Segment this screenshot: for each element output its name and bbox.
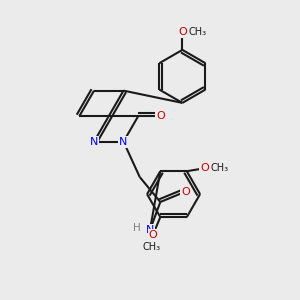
Text: H: H: [133, 224, 141, 233]
Text: CH₃: CH₃: [189, 27, 207, 37]
Text: O: O: [156, 111, 165, 121]
Text: N: N: [146, 225, 154, 235]
Text: O: O: [178, 27, 187, 37]
Text: CH₃: CH₃: [142, 242, 160, 252]
Text: N: N: [119, 136, 128, 147]
Text: N: N: [90, 136, 98, 147]
Text: O: O: [200, 163, 209, 173]
Text: O: O: [148, 230, 157, 240]
Text: CH₃: CH₃: [211, 163, 229, 173]
Text: O: O: [181, 187, 190, 197]
